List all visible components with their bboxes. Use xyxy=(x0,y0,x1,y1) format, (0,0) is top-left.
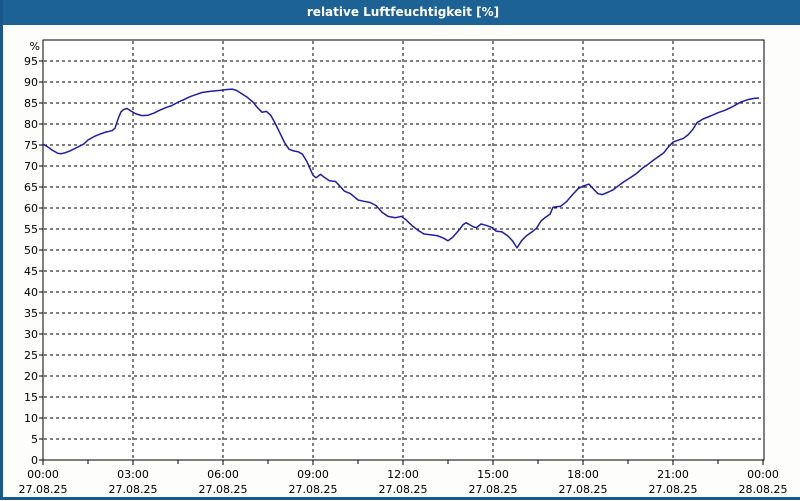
y-axis-unit-label: % xyxy=(30,40,40,53)
x-tick-time-label: 09:00 xyxy=(297,468,329,481)
svg-text:95: 95 xyxy=(24,55,38,68)
svg-text:0: 0 xyxy=(31,454,38,467)
x-tick-date-label: 27.08.25 xyxy=(199,483,248,496)
svg-text:90: 90 xyxy=(24,76,38,89)
x-axis-labels: 00:00 27.08.25 03:00 27.08.25 06:00 27.08.25 0… xyxy=(19,468,788,496)
svg-text:65: 65 xyxy=(24,181,38,194)
svg-text:85: 85 xyxy=(24,97,38,110)
x-tick-date-label: 27.08.25 xyxy=(109,483,158,496)
svg-text:30: 30 xyxy=(24,328,38,341)
y-axis-labels: % 0 5 10 15 20 25 30 35 40 45 50 55 60 65 70 75 80 85 90 95 xyxy=(24,40,40,467)
x-tick-date-label: 27.08.25 xyxy=(19,483,68,496)
x-tick-time-label: 03:00 xyxy=(117,468,149,481)
svg-text:80: 80 xyxy=(24,118,38,131)
x-tick-time-label: 00:00 xyxy=(747,468,779,481)
gridlines xyxy=(44,41,763,459)
axis-ticks xyxy=(39,60,764,465)
x-tick-date-label: 27.08.25 xyxy=(649,483,698,496)
svg-text:5: 5 xyxy=(31,433,38,446)
svg-text:75: 75 xyxy=(24,139,38,152)
x-tick-time-label: 12:00 xyxy=(387,468,419,481)
chart-area: % 0 5 10 15 20 25 30 35 40 45 50 55 60 65 70 75 80 85 90 95 0… xyxy=(3,25,800,497)
svg-text:45: 45 xyxy=(24,265,38,278)
x-tick-date-label: 28.08.25 xyxy=(739,483,788,496)
x-tick-time-label: 00:00 xyxy=(27,468,59,481)
svg-text:10: 10 xyxy=(24,412,38,425)
plot-border xyxy=(42,39,765,461)
humidity-series-line xyxy=(42,88,760,249)
x-tick-date-label: 27.08.25 xyxy=(289,483,338,496)
svg-text:55: 55 xyxy=(24,223,38,236)
svg-text:70: 70 xyxy=(24,160,38,173)
x-tick-time-label: 21:00 xyxy=(657,468,689,481)
svg-text:20: 20 xyxy=(24,370,38,383)
x-tick-time-label: 18:00 xyxy=(567,468,599,481)
svg-text:50: 50 xyxy=(24,244,38,257)
svg-text:15: 15 xyxy=(24,391,38,404)
window-title: relative Luftfeuchtigkeit [%] xyxy=(3,0,800,25)
x-tick-date-label: 27.08.25 xyxy=(379,483,428,496)
x-tick-time-label: 06:00 xyxy=(207,468,239,481)
x-tick-date-label: 27.08.25 xyxy=(559,483,608,496)
x-tick-time-label: 15:00 xyxy=(477,468,509,481)
svg-text:25: 25 xyxy=(24,349,38,362)
svg-text:40: 40 xyxy=(24,286,38,299)
x-tick-date-label: 27.08.25 xyxy=(469,483,518,496)
svg-text:60: 60 xyxy=(24,202,38,215)
humidity-line-chart: % 0 5 10 15 20 25 30 35 40 45 50 55 60 65 70 75 80 85 90 95 0… xyxy=(19,39,788,496)
svg-text:35: 35 xyxy=(24,307,38,320)
